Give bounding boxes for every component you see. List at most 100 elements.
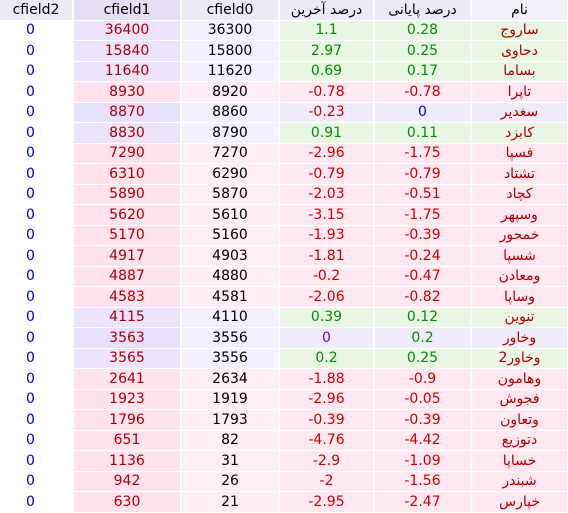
cell-cfield1: 5890 <box>73 184 182 205</box>
header-cfield0[interactable]: cfield0 <box>181 0 280 21</box>
cell-cfield1: 6310 <box>73 163 182 185</box>
cell-last-percent: -1.93 <box>279 225 375 246</box>
table-row[interactable]: 0 2641 2634 -1.88 -0.9 وهامون <box>0 368 568 390</box>
cell-cfield0: 1919 <box>181 389 280 410</box>
cell-cfield2: 0 <box>0 143 74 164</box>
cell-cfield0: 5610 <box>181 204 280 226</box>
header-cfield1[interactable]: cfield1 <box>73 0 182 21</box>
cell-name: تشتاد <box>471 163 568 185</box>
cell-last-percent: -2.96 <box>279 389 375 410</box>
table-row[interactable]: 0 5620 5610 -3.15 -1.75 وسپهر <box>0 204 568 226</box>
table-row[interactable]: 0 4887 4880 -0.2 -0.47 ومعادن <box>0 266 568 287</box>
cell-cfield0: 8920 <box>181 81 280 103</box>
cell-final-percent: -0.79 <box>374 163 472 185</box>
cell-cfield2: 0 <box>0 61 74 82</box>
cell-name: وساپا <box>471 286 568 308</box>
cell-cfield0: 1793 <box>181 409 280 431</box>
cell-last-percent: -2.95 <box>279 491 375 513</box>
cell-last-percent: -2.06 <box>279 286 375 308</box>
table-row[interactable]: 0 15840 15800 2.97 0.25 دحاوی <box>0 40 568 62</box>
cell-name: فجوش <box>471 389 568 410</box>
header-cfield2[interactable]: cfield2 <box>0 0 74 21</box>
cell-cfield1: 1136 <box>73 450 182 472</box>
cell-last-percent: -0.39 <box>279 409 375 431</box>
cell-cfield1: 36400 <box>73 20 182 41</box>
cell-final-percent: 0.2 <box>374 327 472 349</box>
table-row[interactable]: 0 651 82 -4.76 -4.42 دتوزیع <box>0 430 568 451</box>
cell-cfield0: 4880 <box>181 266 280 287</box>
cell-final-percent: -0.51 <box>374 184 472 205</box>
cell-name: کچاد <box>471 184 568 205</box>
table-row[interactable]: 0 5170 5160 -1.93 -0.39 خمحور <box>0 225 568 246</box>
cell-cfield1: 651 <box>73 430 182 451</box>
table-row[interactable]: 0 4917 4903 -1.81 -0.24 شسپا <box>0 245 568 267</box>
cell-cfield1: 5620 <box>73 204 182 226</box>
table-row[interactable]: 0 7290 7270 -2.96 -1.75 فسپا <box>0 143 568 164</box>
cell-cfield0: 4903 <box>181 245 280 267</box>
table-row[interactable]: 0 4583 4581 -2.06 -0.82 وساپا <box>0 286 568 308</box>
table-row[interactable]: 0 8830 8790 0.91 0.11 کابزد <box>0 122 568 144</box>
cell-name: وخاور2 <box>471 348 568 369</box>
cell-cfield1: 3563 <box>73 327 182 349</box>
table-row[interactable]: 0 1923 1919 -2.96 -0.05 فجوش <box>0 389 568 410</box>
table-row[interactable]: 0 5890 5870 -2.03 -0.51 کچاد <box>0 184 568 205</box>
cell-name: وخاور <box>471 327 568 349</box>
cell-last-percent: 0.2 <box>279 348 375 369</box>
cell-cfield0: 5160 <box>181 225 280 246</box>
header-final-percent[interactable]: درصد پایانی <box>374 0 472 21</box>
table-row[interactable]: 0 1796 1793 -0.39 -0.39 وتعاون <box>0 409 568 431</box>
cell-name: خپارس <box>471 491 568 513</box>
table-row[interactable]: 0 3565 3556 0.2 0.25 وخاور2 <box>0 348 568 369</box>
cell-cfield0: 15800 <box>181 40 280 62</box>
cell-cfield1: 3565 <box>73 348 182 369</box>
header-last-percent[interactable]: درصد آخرین <box>279 0 375 21</box>
cell-cfield0: 8860 <box>181 102 280 123</box>
cell-name: وتعاون <box>471 409 568 431</box>
table-row[interactable]: 0 630 21 -2.95 -2.47 خپارس <box>0 491 568 513</box>
table-row[interactable]: 0 36400 36300 1.1 0.28 ساروج <box>0 20 568 41</box>
cell-final-percent: 0.17 <box>374 61 472 82</box>
table-row[interactable]: 0 6310 6290 -0.79 -0.79 تشتاد <box>0 163 568 185</box>
cell-last-percent: -2 <box>279 471 375 492</box>
cell-last-percent: -0.2 <box>279 266 375 287</box>
cell-final-percent: -4.42 <box>374 430 472 451</box>
cell-name: دحاوی <box>471 40 568 62</box>
cell-final-percent: -0.47 <box>374 266 472 287</box>
cell-cfield2: 0 <box>0 225 74 246</box>
table-row[interactable]: 0 8870 8860 -0.23 0 سغدیر <box>0 102 568 123</box>
cell-last-percent: -0.23 <box>279 102 375 123</box>
cell-cfield0: 26 <box>181 471 280 492</box>
table-row[interactable]: 0 4115 4110 0.39 0.12 تنوین <box>0 307 568 328</box>
cell-cfield2: 0 <box>0 204 74 226</box>
cell-cfield2: 0 <box>0 307 74 328</box>
header-name[interactable]: نام <box>471 0 568 21</box>
cell-name: تاپرا <box>471 81 568 103</box>
table-row[interactable]: 0 11640 11620 0.69 0.17 بساما <box>0 61 568 82</box>
cell-last-percent: 0.39 <box>279 307 375 328</box>
cell-last-percent: -2.96 <box>279 143 375 164</box>
cell-cfield0: 31 <box>181 450 280 472</box>
table-row[interactable]: 0 3563 3556 0 0.2 وخاور <box>0 327 568 349</box>
cell-cfield0: 3556 <box>181 327 280 349</box>
cell-final-percent: -0.78 <box>374 81 472 103</box>
cell-final-percent: -2.47 <box>374 491 472 513</box>
cell-name: ساروج <box>471 20 568 41</box>
cell-name: خساپا <box>471 450 568 472</box>
cell-name: وسپهر <box>471 204 568 226</box>
table-row[interactable]: 0 1136 31 -2.9 -1.09 خساپا <box>0 450 568 472</box>
cell-cfield0: 5870 <box>181 184 280 205</box>
table-row[interactable]: 0 942 26 -2 -1.56 شبندر <box>0 471 568 492</box>
cell-name: فسپا <box>471 143 568 164</box>
cell-name: بساما <box>471 61 568 82</box>
cell-cfield1: 8830 <box>73 122 182 144</box>
cell-last-percent: 0.69 <box>279 61 375 82</box>
cell-final-percent: 0.11 <box>374 122 472 144</box>
table-row[interactable]: 0 8930 8920 -0.78 -0.78 تاپرا <box>0 81 568 103</box>
cell-last-percent: -2.03 <box>279 184 375 205</box>
cell-final-percent: -0.39 <box>374 409 472 431</box>
cell-cfield2: 0 <box>0 40 74 62</box>
cell-final-percent: 0.25 <box>374 348 472 369</box>
cell-cfield1: 4887 <box>73 266 182 287</box>
cell-cfield2: 0 <box>0 348 74 369</box>
